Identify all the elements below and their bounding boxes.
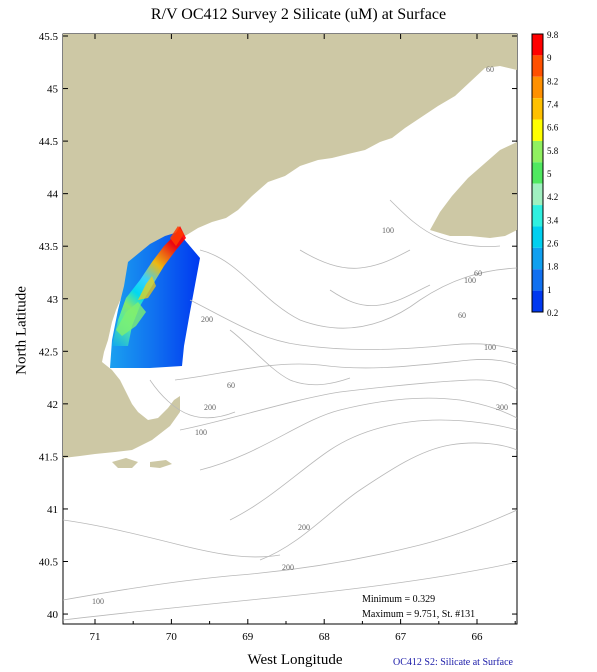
colorbar-swatch — [532, 269, 543, 291]
y-tick-label: 45.5 — [39, 31, 59, 43]
x-tick-label: 66 — [472, 631, 484, 643]
contour-label: 60 — [486, 65, 494, 74]
contour-label: 60 — [458, 311, 466, 320]
colorbar-label: 0.2 — [547, 308, 558, 318]
colorbar-label: 8.2 — [547, 76, 558, 86]
contour-label: 60 — [474, 269, 482, 278]
survey-field-blue — [110, 232, 200, 368]
x-tick-label: 67 — [395, 631, 407, 643]
colorbar-swatch — [532, 183, 543, 206]
colorbar-swatch — [532, 205, 543, 227]
bathymetry-contours — [63, 199, 517, 621]
colorbar-swatch — [532, 162, 543, 184]
colorbar: 9.8 9 8.2 7.4 6.6 5.8 5 4.2 3.4 2.6 1.8 1 0.2 — [531, 30, 559, 318]
colorbar-frame — [531, 33, 544, 313]
y-tick-label: 45 — [47, 84, 59, 96]
x-tick-label: 70 — [166, 631, 178, 643]
survey-field-yellow — [138, 276, 156, 300]
colorbar-swatch — [532, 140, 543, 163]
colorbar-swatch — [532, 55, 543, 77]
colorbar-label: 2.6 — [547, 239, 559, 249]
colorbar-swatch — [532, 76, 543, 99]
colorbar-label: 4.2 — [547, 192, 558, 202]
land-nova-scotia — [430, 142, 517, 238]
contour-label: 200 — [298, 523, 310, 532]
survey-field-green — [116, 302, 146, 336]
colorbar-swatch — [532, 119, 543, 141]
contour-label: 60 — [227, 381, 235, 390]
colorbar-label: 3.4 — [547, 215, 559, 225]
colorbar-label: 5.8 — [547, 146, 559, 156]
contour-label: 100 — [92, 597, 104, 606]
stats-maximum: Maximum = 9.751, St. #131 — [362, 609, 476, 620]
colorbar-swatch — [532, 290, 543, 312]
y-tick-label: 44.5 — [39, 136, 59, 148]
y-tick-label: 41.5 — [39, 451, 59, 463]
land-mainland — [63, 34, 517, 458]
y-tick-label: 42 — [47, 399, 58, 411]
y-tick-label: 40.5 — [39, 557, 59, 569]
x-axis-label: West Longitude — [247, 652, 343, 668]
y-tick-label: 42.5 — [39, 346, 59, 358]
x-tick-label: 69 — [242, 631, 254, 643]
contour-label: 200 — [204, 403, 216, 412]
colorbar-label: 9.8 — [547, 30, 559, 40]
colorbar-swatch — [532, 247, 543, 270]
colorbar-swatch — [532, 34, 543, 56]
colorbar-label: 5 — [547, 169, 552, 179]
colorbar-label: 1 — [547, 285, 552, 295]
survey-field-core — [170, 226, 184, 246]
x-tick-label: 71 — [90, 631, 101, 643]
contour-label: 100 — [464, 276, 476, 285]
y-tick-label: 40 — [47, 609, 59, 621]
contour-label: 200 — [201, 315, 213, 324]
colorbar-label: 7.4 — [547, 100, 559, 110]
colorbar-label: 1.8 — [547, 262, 559, 272]
colorbar-swatch — [532, 226, 543, 248]
contour-label: 100 — [195, 428, 207, 437]
contour-label: 100 — [382, 226, 394, 235]
x-tick-label: 68 — [319, 631, 331, 643]
y-tick-label: 43.5 — [39, 241, 59, 253]
colorbar-label: 6.6 — [547, 123, 559, 133]
y-axis-label: North Latitude — [13, 286, 30, 375]
y-tick-label: 41 — [47, 504, 58, 516]
land-islands — [112, 458, 172, 468]
y-tick-label: 43 — [47, 294, 59, 306]
colorbar-swatch — [532, 98, 543, 120]
colorbar-label: 9 — [547, 53, 552, 63]
contour-label: 200 — [282, 563, 294, 572]
stats-minimum: Minimum = 0.329 — [362, 594, 436, 605]
contour-label: 300 — [496, 403, 508, 412]
x-axis: 71 70 69 68 67 66 — [90, 34, 516, 643]
footer-caption: OC412 S2: Silicate at Surface — [393, 657, 513, 668]
contour-label: 100 — [484, 343, 496, 352]
y-tick-label: 44 — [47, 189, 59, 201]
y-axis: 45.5 45 44.5 44 43.5 43 42.5 42 41.5 41 40.5 40 — [39, 31, 517, 621]
chart-title: R/V OC412 Survey 2 Silicate (uM) at Surf… — [150, 6, 447, 23]
